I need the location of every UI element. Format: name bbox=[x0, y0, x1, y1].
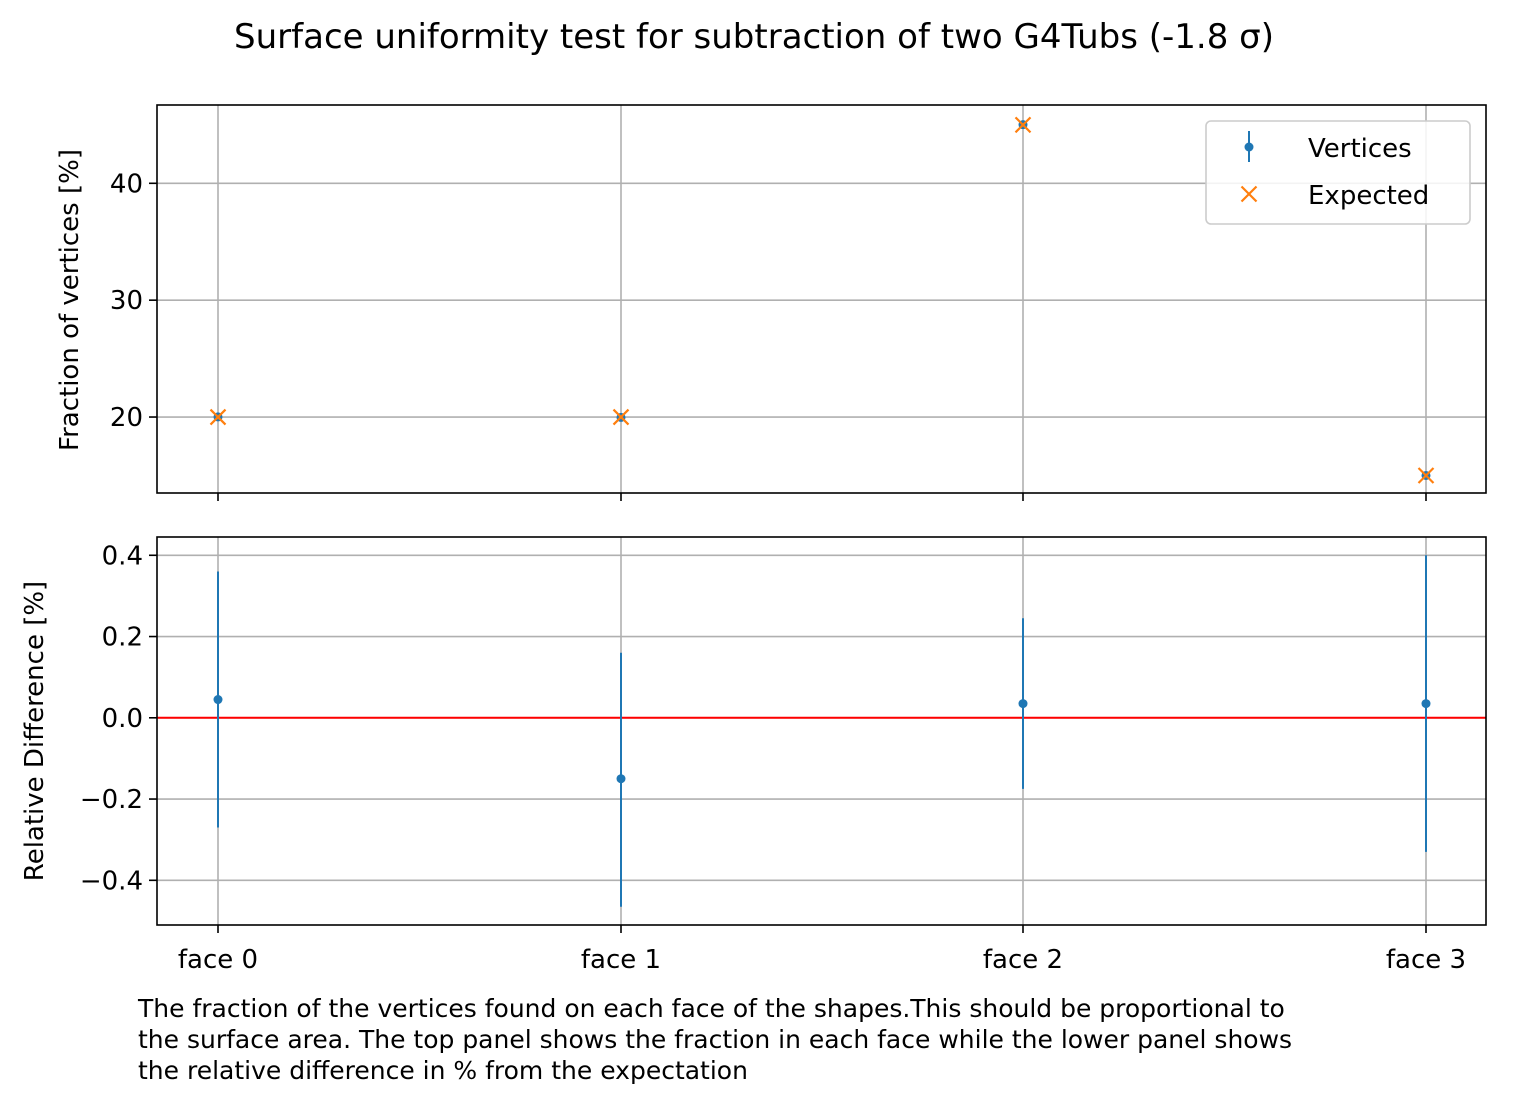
relative-difference-point bbox=[1018, 699, 1028, 709]
axes-frame bbox=[156, 104, 1487, 494]
top-panel: 20 30 40 Vertices Expected bbox=[110, 104, 1487, 501]
caption-line: the surface area. The top panel shows th… bbox=[138, 1025, 1293, 1054]
expected-x-marker bbox=[1240, 185, 1258, 203]
x-tick-label: face 2 bbox=[983, 945, 1063, 975]
x-stroke bbox=[1014, 116, 1032, 134]
y-tick-label: 0.2 bbox=[102, 623, 143, 653]
bottom-panel: 0.4 0.2 0.0 −0.2 −0.4 face 0 face 1 face 2 face … bbox=[80, 536, 1487, 975]
legend-label-expected: Expected bbox=[1308, 181, 1429, 211]
expected-x-marker bbox=[1014, 116, 1032, 134]
caption-line: The fraction of the vertices found on ea… bbox=[138, 994, 1285, 1023]
y-tick-label: −0.4 bbox=[80, 866, 143, 896]
legend: Vertices Expected bbox=[1205, 120, 1471, 225]
x-tick-label: face 1 bbox=[581, 945, 661, 975]
y-tick-label: 0.4 bbox=[102, 541, 143, 571]
legend-vertices-marker bbox=[1244, 142, 1254, 152]
figure-caption: The fraction of the vertices found on ea… bbox=[138, 993, 1508, 1086]
y-tick-label: 40 bbox=[110, 169, 143, 199]
expected-x-marker bbox=[209, 408, 227, 426]
y-tick-label: 0.0 bbox=[102, 704, 143, 734]
expected-x-marker bbox=[1417, 467, 1435, 484]
axes-frame bbox=[156, 536, 1487, 926]
y-tick-label: 30 bbox=[110, 286, 143, 316]
top-y-axis-label: Fraction of vertices [%] bbox=[55, 149, 85, 451]
caption-line: the relative difference in % from the ex… bbox=[138, 1056, 748, 1085]
y-tick-label: −0.2 bbox=[80, 785, 143, 815]
relative-difference-point bbox=[616, 774, 626, 784]
y-tick-label: 20 bbox=[110, 403, 143, 433]
expected-x-marker bbox=[612, 408, 630, 426]
legend-label-vertices: Vertices bbox=[1308, 134, 1412, 164]
legend-box bbox=[1205, 120, 1471, 225]
x-stroke bbox=[1240, 185, 1258, 203]
x-stroke bbox=[1417, 467, 1435, 484]
bottom-y-axis-label: Relative Difference [%] bbox=[20, 581, 50, 881]
relative-difference-point bbox=[1421, 699, 1431, 709]
chart-title: Surface uniformity test for subtraction … bbox=[234, 17, 1274, 57]
relative-difference-point bbox=[213, 695, 223, 705]
x-stroke bbox=[209, 408, 227, 426]
x-tick-label: face 0 bbox=[178, 945, 258, 975]
x-tick-label: face 3 bbox=[1386, 945, 1466, 975]
x-stroke bbox=[612, 408, 630, 426]
